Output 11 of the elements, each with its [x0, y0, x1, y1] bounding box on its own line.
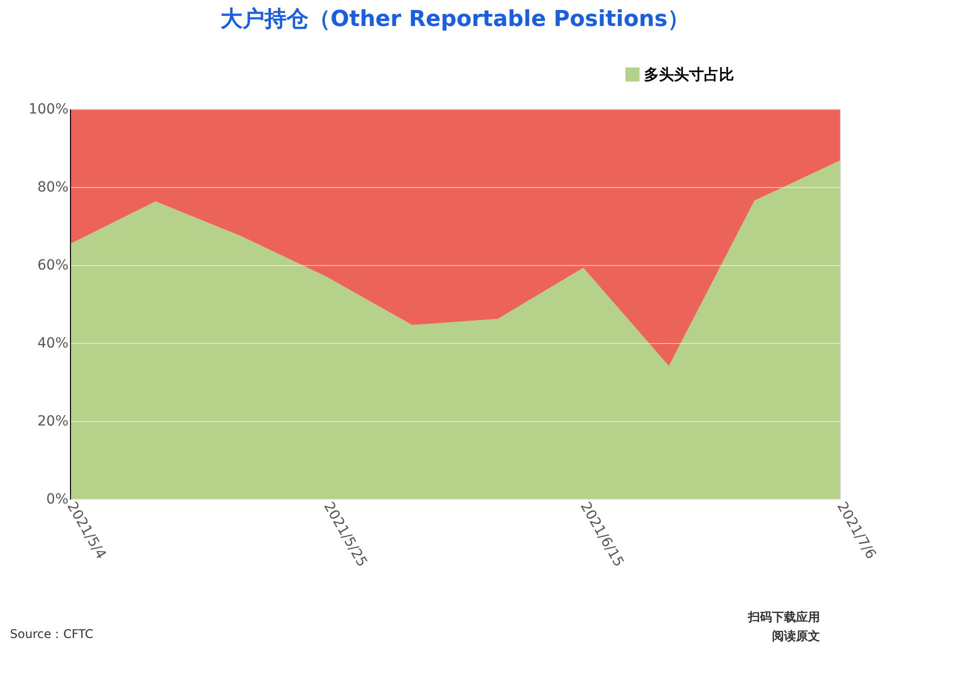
y-tick-label: 0%	[46, 492, 68, 508]
text: 阅读原文	[772, 629, 820, 643]
chart-title: 大户持仓（Other Reportable Positions）	[220, 6, 690, 32]
text: 扫码下载应用	[747, 610, 820, 624]
y-tick-label: 40%	[37, 336, 68, 352]
source-note: Source：CFTC	[10, 627, 94, 641]
legend-label: 多头头寸占比	[644, 66, 734, 84]
y-tick-label: 100%	[28, 102, 68, 118]
y-tick-label: 60%	[37, 258, 68, 274]
y-tick-label: 20%	[37, 414, 68, 430]
y-tick-label: 80%	[37, 180, 68, 196]
